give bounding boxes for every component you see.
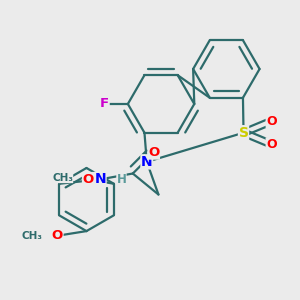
- Text: N: N: [94, 172, 106, 186]
- Text: O: O: [52, 229, 63, 242]
- Text: CH₃: CH₃: [21, 231, 42, 241]
- Text: O: O: [82, 172, 94, 186]
- Text: S: S: [238, 126, 248, 140]
- Text: O: O: [266, 138, 277, 151]
- Text: O: O: [148, 146, 159, 159]
- Text: N: N: [141, 155, 153, 169]
- Text: CH₃: CH₃: [52, 173, 73, 183]
- Text: F: F: [100, 98, 109, 110]
- Text: H: H: [116, 173, 126, 186]
- Text: O: O: [266, 115, 277, 128]
